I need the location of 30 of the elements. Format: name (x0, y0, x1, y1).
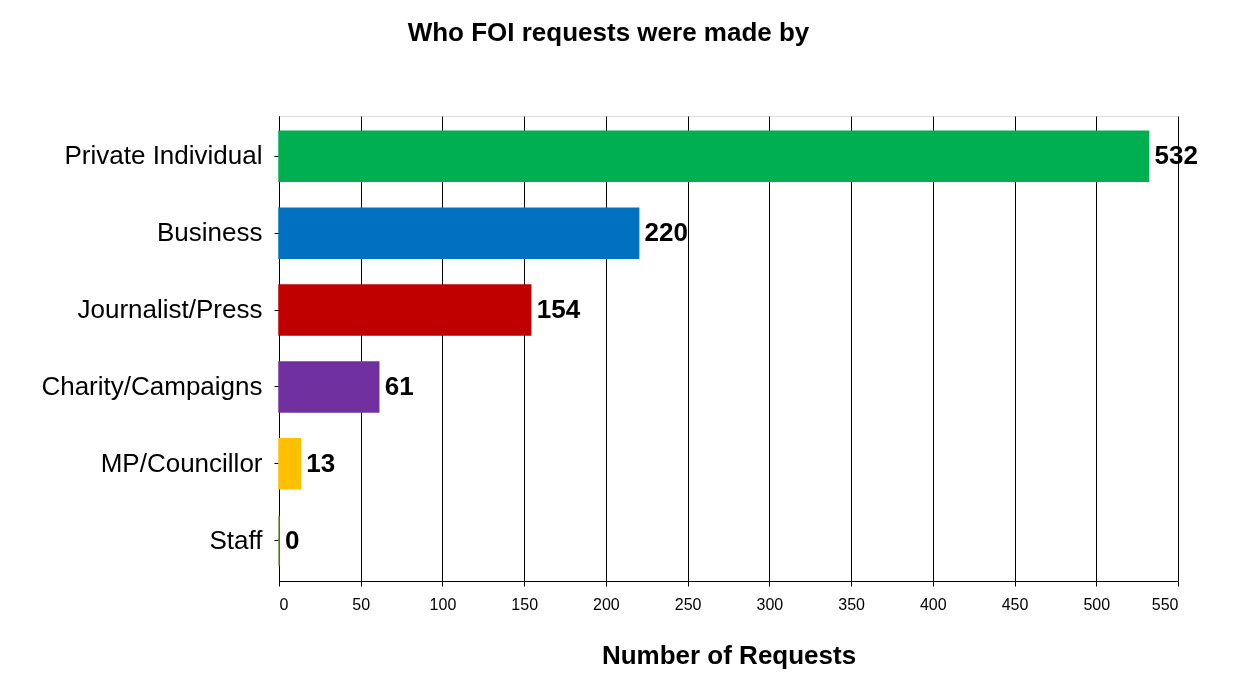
x-tick-label: 400 (919, 595, 947, 613)
x-tick-label: 100 (429, 595, 457, 613)
data-label: 61 (384, 370, 414, 401)
y-tick-label: Staff (209, 524, 264, 555)
data-label: 154 (536, 294, 581, 325)
y-tick-label: MP/Councillor (100, 447, 263, 478)
x-tick-label: 0 (279, 595, 289, 613)
bar (278, 207, 640, 259)
x-tick-label: 500 (1083, 595, 1111, 613)
x-axis-title: Number of Requests (601, 639, 857, 670)
x-tick-label: 150 (511, 595, 539, 613)
x-tick-label: 350 (838, 595, 866, 613)
data-label: 220 (644, 217, 688, 248)
x-tick-label: 300 (756, 595, 784, 613)
data-label: 0 (285, 524, 300, 555)
bar (278, 361, 380, 413)
y-tick-label: Private Individual (64, 140, 263, 171)
y-tick-label: Charity/Campaigns (41, 370, 263, 401)
chart-title: Who FOI requests were made by (407, 17, 810, 47)
y-tick-label: Business (157, 217, 263, 248)
x-tick-label: 250 (674, 595, 702, 613)
bar (278, 130, 1150, 183)
x-tick-label: 550 (1151, 595, 1179, 613)
x-tick-label: 450 (1001, 595, 1029, 613)
bar (278, 284, 532, 336)
x-tick-label: 50 (352, 595, 371, 613)
y-tick-label: Journalist/Press (77, 294, 263, 325)
data-label: 13 (306, 447, 336, 478)
x-tick-label: 200 (593, 595, 620, 613)
bar (278, 438, 301, 490)
